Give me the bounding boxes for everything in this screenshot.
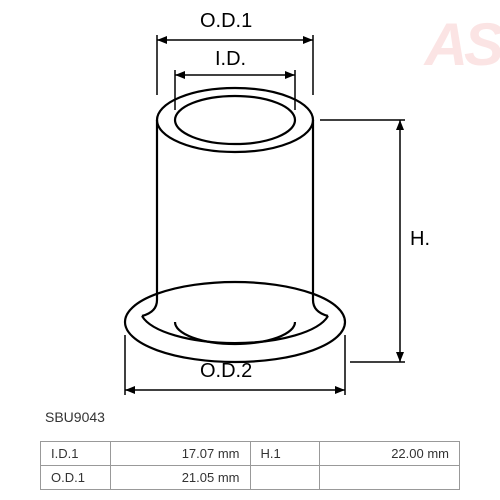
label-od1: O.D.1 xyxy=(200,10,252,33)
part-number: SBU9043 xyxy=(45,409,105,425)
spec-key: H.1 xyxy=(250,442,320,466)
spec-value: 21.05 mm xyxy=(110,466,250,490)
spec-value: 17.07 mm xyxy=(110,442,250,466)
label-od2: O.D.2 xyxy=(200,360,252,383)
spec-key: O.D.1 xyxy=(41,466,111,490)
label-h: H. xyxy=(410,228,430,251)
table-row: I.D.1 17.07 mm H.1 22.00 mm xyxy=(41,442,460,466)
label-id: I.D. xyxy=(215,48,246,71)
table-row: O.D.1 21.05 mm xyxy=(41,466,460,490)
spec-value: 22.00 mm xyxy=(320,442,460,466)
spec-table: I.D.1 17.07 mm H.1 22.00 mm O.D.1 21.05 … xyxy=(40,441,460,490)
spec-value xyxy=(320,466,460,490)
spec-key: I.D.1 xyxy=(41,442,111,466)
spec-key xyxy=(250,466,320,490)
